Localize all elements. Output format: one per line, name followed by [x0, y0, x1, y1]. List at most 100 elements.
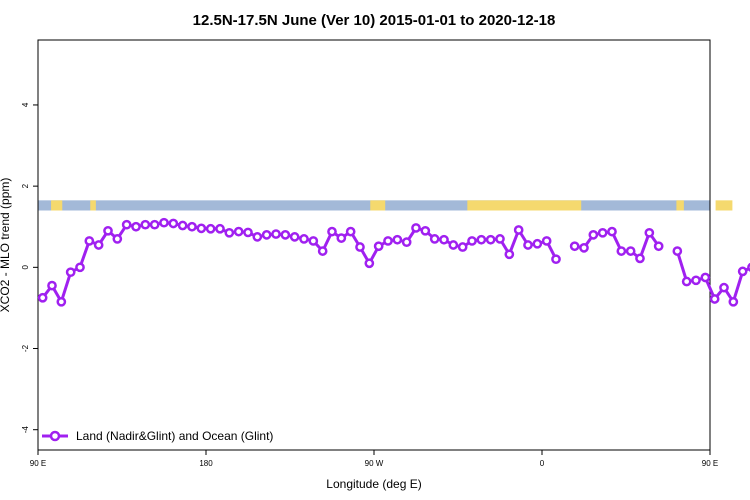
data-point: [700, 272, 711, 283]
data-point: [476, 234, 487, 245]
series-line: [574, 230, 660, 260]
data-point: [728, 296, 739, 307]
data-point: [401, 237, 412, 248]
data-point: [513, 225, 524, 235]
data-point: [205, 223, 216, 234]
y-tick-label: -2: [21, 344, 30, 352]
data-point: [289, 232, 300, 242]
data-point: [588, 230, 599, 240]
data-point: [75, 262, 85, 273]
data-point: [187, 221, 197, 232]
data-point: [271, 229, 281, 239]
x-axis-label: Longitude (deg E): [326, 477, 421, 491]
data-point: [616, 246, 627, 256]
x-tick-label: 0: [540, 459, 545, 468]
data-point: [719, 282, 729, 293]
data-point: [327, 226, 337, 237]
land-segment: [51, 200, 63, 211]
data-point: [224, 227, 235, 238]
land-segment: [676, 200, 684, 211]
data-point: [448, 240, 459, 250]
series-line: [41, 221, 558, 304]
data-point: [411, 223, 421, 233]
x-tick-label: 180: [199, 459, 213, 468]
data-point: [373, 241, 384, 252]
data-point: [355, 242, 365, 252]
data-point: [579, 242, 589, 253]
data-point: [140, 219, 151, 230]
data-point: [569, 241, 580, 252]
data-point: [103, 225, 113, 236]
data-point: [177, 220, 188, 231]
legend-marker-swatch: [49, 430, 61, 442]
land-ocean-band: [38, 200, 733, 211]
data-point: [644, 227, 655, 238]
data-point: [504, 249, 515, 260]
data-point: [597, 227, 608, 238]
data-point: [541, 236, 552, 246]
land-segment: [715, 200, 733, 211]
y-tick-label: 0: [21, 265, 30, 270]
data-point: [84, 236, 95, 246]
data-point: [420, 225, 431, 236]
x-tick-label: 90 E: [30, 459, 46, 468]
data-point: [243, 227, 253, 238]
data-point: [691, 275, 701, 286]
data-point: [308, 236, 319, 246]
data-point: [681, 276, 692, 287]
data-point: [280, 230, 291, 240]
data-point: [149, 219, 160, 230]
y-axis-label: XCO2 - MLO trend (ppm): [0, 178, 12, 313]
data-point: [457, 242, 468, 252]
data-point: [131, 221, 141, 232]
data-point: [495, 234, 505, 244]
x-tick-label: 90 E: [702, 459, 718, 468]
data-point: [168, 218, 179, 229]
data-point: [625, 246, 636, 256]
data-point: [364, 258, 375, 269]
y-tick-label: 2: [21, 183, 30, 188]
data-point: [392, 234, 403, 245]
data-point: [737, 266, 748, 277]
data-point: [215, 223, 225, 234]
land-segment: [90, 200, 96, 211]
data-point: [56, 296, 67, 307]
data-point: [196, 223, 207, 234]
data-point: [299, 234, 309, 244]
data-point: [47, 280, 57, 291]
y-axis: -4 -2 0 2 4: [21, 102, 38, 433]
data-point: [159, 217, 169, 228]
y-tick-label: -4: [21, 426, 30, 434]
data-point: [429, 234, 440, 244]
data-point: [485, 234, 496, 245]
data-point: [653, 241, 664, 252]
data-point: [439, 234, 449, 245]
data-point: [37, 292, 48, 303]
data-point: [93, 240, 104, 250]
data-point: [336, 233, 347, 243]
data-point: [345, 226, 356, 237]
data-point: [65, 267, 76, 278]
legend-label: Land (Nadir&Glint) and Ocean (Glint): [76, 429, 273, 443]
y-tick-label: 4: [21, 102, 30, 107]
data-point: [112, 234, 123, 244]
data-point: [233, 226, 244, 237]
data-point: [252, 232, 263, 242]
chart-title: 12.5N-17.5N June (Ver 10) 2015-01-01 to …: [193, 12, 556, 29]
x-tick-label: 90 W: [365, 459, 384, 468]
data-point: [261, 230, 272, 240]
data-point: [635, 253, 645, 264]
x-axis: 90 E 180 90 W 0 90 E: [30, 449, 718, 468]
legend: Land (Nadir&Glint) and Ocean (Glint): [42, 429, 273, 443]
data-point: [672, 246, 683, 256]
data-point: [121, 219, 132, 230]
series-line: [675, 250, 750, 304]
series-land-ocean: [37, 217, 750, 307]
land-segment: [467, 200, 582, 211]
data-point: [467, 236, 477, 246]
data-point: [532, 238, 543, 249]
data-point: [709, 294, 720, 304]
data-point: [317, 246, 328, 256]
land-segment: [370, 200, 386, 211]
